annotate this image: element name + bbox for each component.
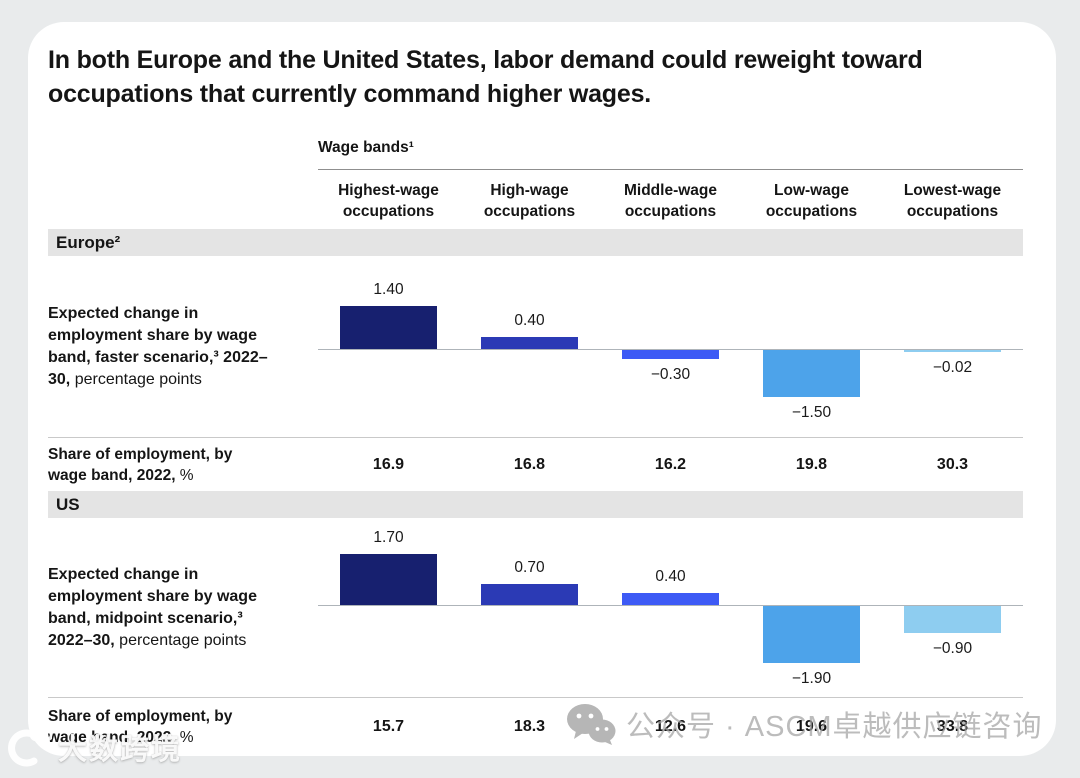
europe-row-label-unit: percentage points bbox=[70, 370, 202, 388]
bar-value-label: −1.90 bbox=[791, 670, 832, 687]
column-headers: Highest-wage occupations High-wage occup… bbox=[318, 180, 1023, 222]
bar-us-1 bbox=[481, 584, 578, 605]
bar-europe-1 bbox=[481, 336, 578, 349]
page-title: In both Europe and the United States, la… bbox=[48, 46, 923, 108]
bar-europe-3 bbox=[763, 350, 860, 397]
us-share-value-middle: 12.6 bbox=[654, 718, 687, 735]
bar-value-label: −0.02 bbox=[932, 358, 973, 376]
us-share-label-bold: Share of employment, by wage band, 2022, bbox=[48, 708, 233, 746]
column-header-highest-wage: Highest-wage occupations bbox=[338, 182, 439, 220]
bar-us-0 bbox=[340, 554, 437, 605]
europe-share-label: Share of employment, by wage band, 2022,… bbox=[48, 444, 318, 486]
wage-bands-group-header: Wage bands¹ bbox=[318, 139, 1023, 170]
europe-share-value-lowest: 30.3 bbox=[936, 456, 969, 473]
bar-value-label: −1.50 bbox=[791, 403, 832, 421]
column-header-high-wage: High-wage occupations bbox=[483, 182, 576, 220]
us-share-label-unit: % bbox=[175, 729, 194, 746]
bar-us-3 bbox=[763, 606, 860, 663]
us-axis-line bbox=[318, 605, 1023, 606]
us-row-label-unit: percentage points bbox=[114, 631, 247, 649]
bar-value-label: 1.70 bbox=[373, 529, 404, 546]
us-chart-row: Expected change in employment share by w… bbox=[48, 518, 1023, 697]
column-header-low-wage: Low-wage occupations bbox=[765, 182, 858, 220]
bar-value-label: −0.30 bbox=[650, 366, 691, 384]
us-share-row: Share of employment, by wage band, 2022,… bbox=[48, 697, 1023, 756]
europe-share-label-unit: % bbox=[175, 467, 194, 484]
bar-europe-2 bbox=[622, 350, 719, 360]
us-bar-chart: 1.70 0.70 0.40 −1.90 −0.90 bbox=[318, 518, 1023, 697]
bar-us-4 bbox=[904, 606, 1001, 633]
bar-value-label: 0.40 bbox=[655, 568, 686, 585]
us-share-value-low: 19.6 bbox=[795, 718, 828, 735]
bar-us-2 bbox=[622, 593, 719, 605]
europe-row-label-bold: Expected change in employment share by w… bbox=[48, 304, 268, 388]
us-share-value-highest: 15.7 bbox=[372, 718, 405, 735]
wage-bands-label: Wage bands¹ bbox=[318, 139, 414, 156]
column-header-lowest-wage: Lowest-wage occupations bbox=[903, 182, 1002, 220]
bar-value-label: 0.40 bbox=[514, 311, 545, 329]
bar-value-label: −0.90 bbox=[932, 640, 973, 657]
europe-bar-chart: 1.40 0.40 −0.30 −1.50 −0.02 bbox=[318, 256, 1023, 437]
europe-axis-line bbox=[318, 349, 1023, 350]
exhibit-card: In both Europe and the United States, la… bbox=[28, 22, 1056, 756]
bar-europe-0 bbox=[340, 305, 437, 349]
bar-europe-4 bbox=[904, 350, 1001, 352]
us-share-label: Share of employment, by wage band, 2022,… bbox=[48, 706, 318, 748]
europe-share-value-middle: 16.2 bbox=[654, 456, 687, 473]
section-header-us: US bbox=[48, 491, 1023, 518]
us-share-value-high: 18.3 bbox=[513, 718, 546, 735]
bar-value-label: 0.70 bbox=[514, 559, 545, 576]
europe-share-value-low: 19.8 bbox=[795, 456, 828, 473]
europe-share-row: Share of employment, by wage band, 2022,… bbox=[48, 437, 1023, 492]
bar-value-label: 1.40 bbox=[373, 280, 404, 298]
us-row-label: Expected change in employment share by w… bbox=[48, 564, 273, 652]
europe-chart-row: Expected change in employment share by w… bbox=[48, 256, 1023, 437]
europe-share-value-high: 16.8 bbox=[513, 456, 546, 473]
column-header-middle-wage: Middle-wage occupations bbox=[623, 182, 717, 220]
europe-row-label: Expected change in employment share by w… bbox=[48, 303, 273, 391]
section-header-europe: Europe² bbox=[48, 229, 1023, 256]
us-share-value-lowest: 33.8 bbox=[936, 718, 969, 735]
europe-share-value-highest: 16.9 bbox=[372, 456, 405, 473]
us-row-label-bold: Expected change in employment share by w… bbox=[48, 565, 257, 649]
europe-share-label-bold: Share of employment, by wage band, 2022, bbox=[48, 446, 233, 484]
